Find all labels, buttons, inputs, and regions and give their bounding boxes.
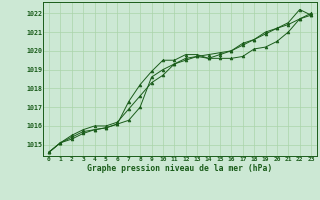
X-axis label: Graphe pression niveau de la mer (hPa): Graphe pression niveau de la mer (hPa): [87, 164, 273, 173]
